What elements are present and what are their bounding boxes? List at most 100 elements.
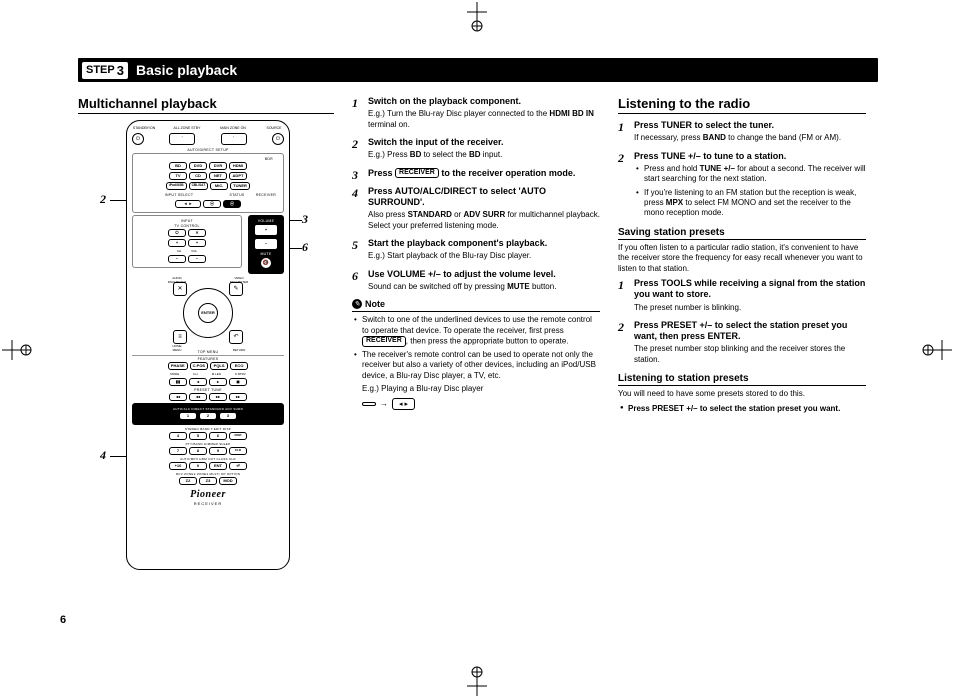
banner-title: Basic playback bbox=[136, 62, 237, 78]
rm-btn: C.POS bbox=[190, 362, 208, 370]
rm-btn: ⦿ bbox=[203, 200, 221, 208]
volume-plus-btn: + bbox=[254, 224, 278, 236]
eg-text: E.g.) Playing a Blu-ray Disc player bbox=[362, 384, 600, 394]
step-title: Press AUTO/ALC/DIRECT to select 'AUTO SU… bbox=[368, 186, 600, 209]
step-item: Start the playback component's playback.… bbox=[352, 238, 600, 262]
column-left: Multichannel playback 2 3 6 4 STANDBY/ON… bbox=[78, 96, 334, 580]
rm-btn: + bbox=[168, 239, 186, 247]
rm-btn: PQLS bbox=[210, 362, 228, 370]
callout-6: 6 bbox=[302, 240, 308, 255]
step-body: E.g.) Press BD to select the BD input. bbox=[368, 150, 600, 160]
rm-btn: ◂ bbox=[189, 378, 207, 386]
page-number: 6 bbox=[60, 614, 66, 626]
bullet-item: If you're listening to an FM station but… bbox=[634, 188, 866, 219]
rm-btn: ✕ bbox=[188, 229, 206, 237]
rm-btn: MIC. bbox=[210, 182, 228, 190]
rm-lbl: PTY/BAND DIMMER SLEEP bbox=[132, 442, 284, 446]
intro-text: If you often listen to a particular radi… bbox=[618, 243, 866, 274]
rm-btn: ◄ ► bbox=[175, 200, 201, 208]
step-item: Press TOOLS while receiving a signal fro… bbox=[618, 278, 866, 313]
step-word: STEP bbox=[86, 64, 115, 76]
callout-3: 3 bbox=[302, 212, 308, 227]
rm-btn: ▸▸ bbox=[209, 393, 227, 401]
note-label: Note bbox=[365, 299, 385, 309]
rm-btn: ENT bbox=[209, 462, 227, 470]
crop-mark-left bbox=[2, 340, 32, 360]
step-item: Use VOLUME +/– to adjust the volume leve… bbox=[352, 269, 600, 293]
tune-bullets: Press and hold TUNE +/– for about a seco… bbox=[634, 164, 866, 219]
rm-lbl: INPUT SELECT bbox=[135, 193, 223, 197]
column-middle: Switch on the playback component.E.g.) T… bbox=[352, 96, 600, 580]
crop-mark-top bbox=[467, 2, 487, 32]
rm-lbl: STANDBY/ON bbox=[132, 127, 156, 131]
rm-btn: · bbox=[169, 133, 195, 145]
step-body: E.g.) Start playback of the Blu-ray Disc… bbox=[368, 251, 600, 261]
step-item: Press TUNER to select the tuner.If neces… bbox=[618, 120, 866, 144]
rm-lbl: FEATURES bbox=[132, 355, 284, 361]
step-item: Press TUNE +/– to tune to a station. Pre… bbox=[618, 151, 866, 219]
rm-btn: · bbox=[221, 133, 247, 145]
rm-btn: TUNER bbox=[230, 182, 250, 190]
step-badge: STEP 3 bbox=[82, 62, 128, 79]
rm-btn: ⏻ bbox=[168, 229, 186, 237]
remote-diagram: 2 3 6 4 STANDBY/ON ALL ZONE STBY MAIN ZO… bbox=[78, 120, 334, 580]
rm-btn: DVR bbox=[209, 162, 227, 170]
power-icon: ⏻ bbox=[132, 133, 144, 145]
step-title: Press TUNE +/– to tune to a station. bbox=[634, 151, 866, 162]
eg-diagram: → ◂ ▸ bbox=[362, 398, 600, 410]
eg-blank-btn bbox=[362, 402, 376, 406]
rm-btn: 1 bbox=[179, 412, 197, 420]
nav-corner: ✎ bbox=[229, 282, 243, 296]
rm-lbl: AUTO/ALC DIRECT STANDARD ADV SURR bbox=[135, 407, 281, 411]
note-icon: ✎ bbox=[352, 299, 362, 309]
step-body: The preset number stop blinking and the … bbox=[634, 344, 866, 365]
rm-volume-group: VOLUME + − MUTE 🔇 bbox=[248, 215, 284, 274]
rm-btn: 3 bbox=[219, 412, 237, 420]
step-item: Switch on the playback component.E.g.) T… bbox=[352, 96, 600, 130]
crop-mark-right bbox=[922, 340, 952, 360]
mute-icon: 🔇 bbox=[260, 257, 272, 269]
rm-lbl: VOL bbox=[191, 249, 197, 253]
rm-btn: Z3 bbox=[199, 477, 217, 485]
rm-btn: − bbox=[188, 255, 206, 263]
note-item: Switch to one of the underlined devices … bbox=[352, 315, 600, 346]
rm-lbl: AUTO/DIRECT SETUP bbox=[132, 148, 284, 152]
rm-btn: ◂◂ bbox=[169, 393, 187, 401]
rm-btn: ADPT bbox=[229, 172, 247, 180]
rm-lbl: BDR bbox=[135, 157, 281, 161]
step-body: The preset number is blinking. bbox=[634, 303, 866, 313]
rm-btn: +10 bbox=[169, 462, 187, 470]
save-preset-steps: Press TOOLS while receiving a signal fro… bbox=[618, 278, 866, 365]
step-number: 3 bbox=[117, 63, 124, 78]
note-item: The receiver's remote control can be use… bbox=[352, 350, 600, 381]
rm-btn: DISP bbox=[229, 432, 247, 440]
callout-4: 4 bbox=[100, 448, 106, 463]
rm-btn: 5 bbox=[189, 432, 207, 440]
rm-lbl: RECEIVER bbox=[251, 193, 281, 197]
bullet-item: Press and hold TUNE +/– for about a seco… bbox=[634, 164, 866, 185]
rm-btn: iPod/USB bbox=[166, 182, 187, 190]
rm-lbl: MAIN ZONE ON bbox=[218, 127, 248, 131]
step-body: If necessary, press BAND to change the b… bbox=[634, 133, 866, 143]
rm-btn: PHASE bbox=[168, 362, 188, 370]
rm-lbl: RETURN bbox=[229, 348, 249, 352]
rm-lbl: VOLUME bbox=[251, 219, 281, 223]
rm-lbl: PRESET TUNE bbox=[132, 388, 284, 392]
heading-radio: Listening to the radio bbox=[618, 96, 866, 114]
column-right: Listening to the radio Press TUNER to se… bbox=[618, 96, 866, 580]
rm-btn: ▮▮ bbox=[169, 378, 187, 386]
step-body: Sound can be switched off by pressing MU… bbox=[368, 282, 600, 292]
rm-lbl: SOURCE bbox=[264, 127, 284, 131]
rm-btn: DVD bbox=[189, 162, 207, 170]
rm-lbl: INPUT bbox=[135, 219, 239, 223]
listen-preset-list: Press PRESET +/– to select the station p… bbox=[618, 404, 866, 414]
arrow-icon: → bbox=[380, 399, 388, 408]
step-item: Press RECEIVER to the receiver operation… bbox=[352, 168, 600, 179]
rm-lbl: F.H bbox=[193, 372, 198, 376]
callout-2: 2 bbox=[100, 192, 106, 207]
rm-lbl: CH bbox=[177, 249, 181, 253]
rm-nav-pad: AUDIO PARAMETER VIDEO PARAMETER ✕ ✎ ENTE… bbox=[173, 278, 243, 348]
rm-lbl: S.RTRV bbox=[235, 372, 246, 376]
callout-6-line bbox=[288, 248, 302, 249]
rm-btn: 4 bbox=[169, 432, 187, 440]
